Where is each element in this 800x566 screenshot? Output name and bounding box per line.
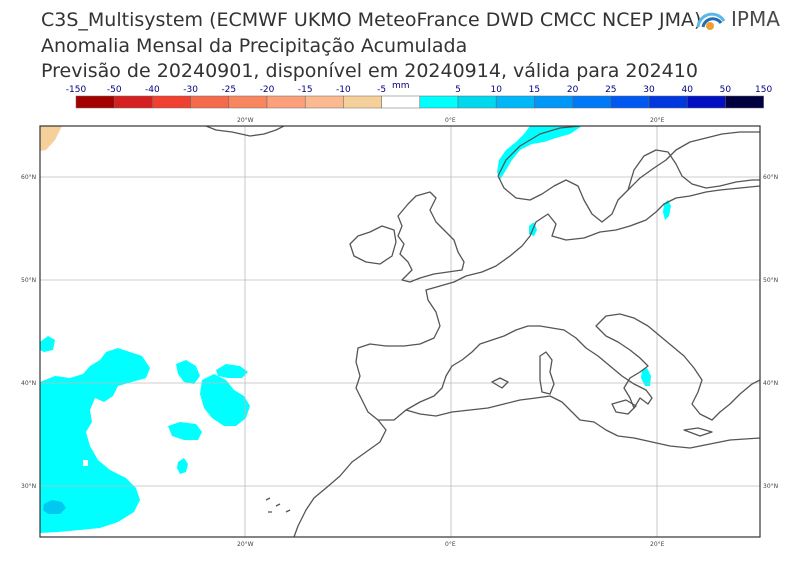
colorbar-label-15: 40 (681, 85, 693, 95)
ipma-logo: IPMA (696, 7, 780, 31)
colorbar-label-6: -15 (298, 85, 313, 95)
coastline-france-iberia (355, 275, 553, 421)
coastline-gulf-bothnia (627, 149, 760, 191)
colorbar-boxes (75, 95, 764, 109)
lat-label-30n-right: 30°N (763, 483, 778, 490)
lon-labels-bottom: 20°W 0°E 20°E (237, 541, 665, 548)
colorbar-label-13: 25 (605, 85, 616, 95)
coastline-north-europe (465, 185, 760, 277)
coastline-sicily (611, 399, 637, 415)
lon-label-0e-top: 0°E (445, 117, 456, 124)
title-forecast-dates: Previsão de 20240901, disponível em 2024… (41, 60, 698, 82)
colorbar-label-2: -40 (145, 85, 160, 95)
wet-anomaly-small-west (40, 336, 55, 352)
lon-labels-top: 20°W 0°E 20°E (237, 117, 665, 124)
wet-anomaly-cell-d (168, 422, 202, 440)
coastline-ireland (349, 225, 397, 265)
coastline-crete (683, 427, 713, 437)
ipma-logo-text: IPMA (731, 7, 780, 31)
colorbar-label-8: -5 (377, 85, 386, 95)
lat-label-50n-left: 50°N (21, 277, 36, 284)
lat-label-60n-right: 60°N (763, 174, 778, 181)
lon-label-20w-top: 20°W (237, 117, 254, 124)
lon-label-20e-bottom: 20°E (650, 541, 665, 548)
wet-anomaly-gap (83, 460, 88, 466)
coastline-great-britain (397, 191, 465, 283)
coastline-scandinavia (497, 126, 760, 223)
lat-labels-left: 60°N 50°N 40°N 30°N (21, 174, 36, 490)
wet-anomaly-cell-c (200, 374, 250, 426)
wet-anomaly-cell-a (176, 360, 200, 384)
colorbar-label-17: 150 (755, 85, 772, 95)
colorbar-unit: mm (392, 81, 410, 91)
wet-anomaly-norway (497, 126, 582, 180)
lat-label-40n-left: 40°N (21, 380, 36, 387)
coastline-iceland (205, 126, 285, 137)
title-variable: Anomalia Mensal da Precipitação Acumulad… (41, 35, 468, 57)
lon-label-20w-bottom: 20°W (237, 541, 254, 548)
coastline-corsica-sardinia (539, 351, 555, 395)
colorbar-label-11: 15 (529, 85, 540, 95)
coastline-north-africa (293, 395, 760, 537)
colorbar: mm -150 -50 -40 -30 -25 -20 -15 -10 -5 5 10 15 20 25 3… (66, 81, 773, 109)
colorbar-label-10: 10 (490, 85, 502, 95)
wet-anomaly-baltic (663, 200, 671, 220)
colorbar-label-4: -25 (221, 85, 236, 95)
colorbar-label-3: -30 (183, 85, 198, 95)
ipma-sun-wave-icon (696, 12, 726, 30)
coastlines (205, 126, 760, 537)
title-models: C3S_Multisystem (ECMWF UKMO MeteoFrance … (41, 9, 702, 31)
lat-label-60n-left: 60°N (21, 174, 36, 181)
colorbar-label-16: 50 (720, 85, 732, 95)
lat-label-50n-right: 50°N (763, 277, 778, 284)
lat-labels-right: 60°N 50°N 40°N 30°N (763, 174, 778, 490)
wet-anomaly-strong-core (43, 500, 66, 514)
lat-label-40n-right: 40°N (763, 380, 778, 387)
coastline-balkans (647, 325, 760, 421)
wet-anomaly-italy-south (641, 368, 651, 386)
colorbar-label-9: 5 (455, 85, 461, 95)
wet-anomaly-cell-e (177, 458, 188, 474)
graticule (40, 126, 760, 537)
colorbar-label-12: 20 (567, 85, 579, 95)
colorbar-labels: -150 -50 -40 -30 -25 -20 -15 -10 -5 5 10 15 20 25 30 40… (66, 85, 773, 95)
wet-anomaly-atlantic-southwest (40, 348, 150, 533)
map-frame (39, 125, 761, 538)
colorbar-label-0: -150 (66, 85, 87, 95)
lon-label-20e-top: 20°E (650, 117, 665, 124)
colorbar-label-7: -10 (336, 85, 351, 95)
coastline-canaries (265, 497, 291, 513)
wet-anomaly-cell-b (216, 364, 248, 378)
coastline-balearics (491, 377, 509, 389)
lon-label-0e-bottom: 0°E (445, 541, 456, 548)
dry-anomaly-region (40, 126, 62, 151)
colorbar-label-1: -50 (107, 85, 122, 95)
colorbar-label-5: -20 (260, 85, 275, 95)
colorbar-label-14: 30 (643, 85, 655, 95)
colorbar-box-17 (725, 95, 764, 109)
map-frame-background (40, 126, 760, 537)
lat-label-30n-left: 30°N (21, 483, 36, 490)
coastline-italy (551, 313, 653, 409)
